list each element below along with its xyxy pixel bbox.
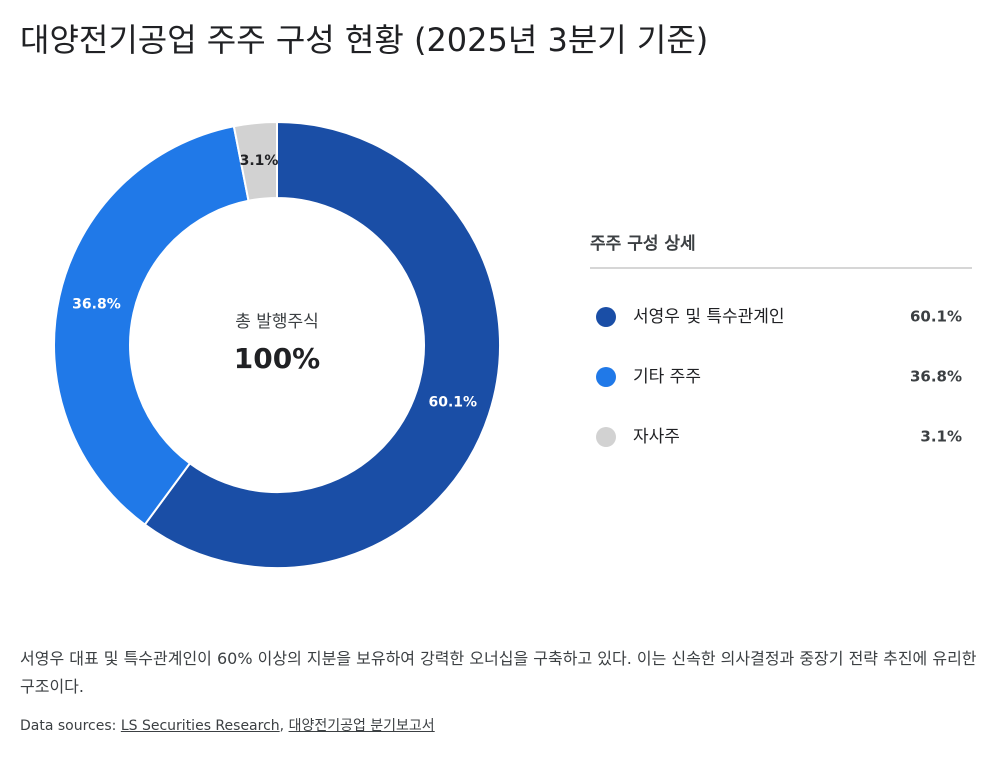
center-label: 총 발행주식 <box>235 312 319 332</box>
legend-value: 36.8% <box>910 368 962 386</box>
center-value: 100% <box>234 342 321 375</box>
legend-value: 60.1% <box>910 308 962 326</box>
data-label: 3.1% <box>240 153 279 169</box>
source-link[interactable]: LS Securities Research <box>120 718 280 734</box>
legend-value: 3.1% <box>920 428 962 446</box>
data-label: 36.8% <box>72 297 121 313</box>
legend-swatch <box>596 367 616 387</box>
sources: Data sources: LS Securities Research, 대양… <box>20 715 435 735</box>
donut-segment <box>53 125 250 526</box>
legend-label: 자사주 <box>633 427 680 447</box>
legend-swatch <box>596 307 616 327</box>
legend-title: 주주 구성 상세 <box>590 234 696 254</box>
source-link[interactable]: 대양전기공업 분기보고서 <box>288 718 435 734</box>
data-label: 60.1% <box>428 395 477 411</box>
legend-label: 기타 주주 <box>633 367 701 387</box>
sources-label: Data sources: <box>20 718 117 734</box>
legend-swatch <box>596 427 616 447</box>
donut-segment <box>143 120 501 569</box>
chart: 대양전기공업 주주 구성 현황 (2025년 3분기 기준) 총 발행주식 10… <box>20 21 972 569</box>
chart-title: 대양전기공업 주주 구성 현황 (2025년 3분기 기준) <box>20 21 708 59</box>
donut-segment <box>232 120 278 202</box>
separator: , <box>279 718 285 734</box>
legend-label: 서영우 및 특수관계인 <box>633 307 785 327</box>
note: 서영우 대표 및 특수관계인이 60% 이상의 지분을 보유하여 강력한 오너십… <box>20 649 977 696</box>
